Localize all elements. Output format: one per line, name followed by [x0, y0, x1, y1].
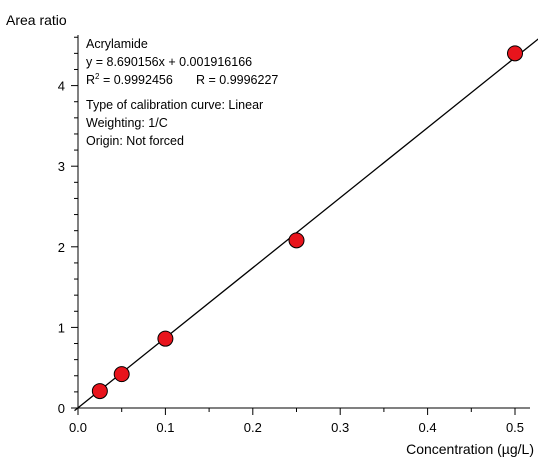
- x-tick-label: 0.0: [69, 420, 87, 435]
- calibration-annotation: Acrylamide y = 8.690156x + 0.001916166 R…: [86, 37, 278, 148]
- x-tick-label: 0.2: [244, 420, 262, 435]
- x-tick-label: 0.5: [506, 420, 524, 435]
- y-axis-title: Area ratio: [6, 12, 67, 28]
- regression-line: [74, 38, 538, 412]
- y-tick-label: 0: [58, 401, 65, 416]
- x-tick-label: 0.4: [419, 420, 437, 435]
- x-tick-label: 0.3: [331, 420, 349, 435]
- r-squared-superscript: 2: [95, 72, 100, 81]
- origin: Origin: Not forced: [86, 134, 184, 148]
- r-squared-symbol: R: [86, 73, 95, 87]
- data-point: [91, 383, 108, 400]
- data-point: [288, 232, 305, 249]
- y-tick-label: 4: [58, 79, 65, 94]
- compound-name: Acrylamide: [86, 37, 148, 51]
- r-squared-value: = 0.9992456: [99, 73, 172, 87]
- ticks: 0 1 2 3 4 0.0 0.1 0.2 0.3 0.4 0.5: [58, 36, 524, 435]
- curve-type: Type of calibration curve: Linear: [86, 98, 263, 112]
- data-points: [91, 45, 523, 400]
- y-tick-label: 3: [58, 159, 65, 174]
- axes: [77, 35, 530, 409]
- x-tick-label: 0.1: [156, 420, 174, 435]
- y-tick-label: 2: [58, 240, 65, 255]
- data-point: [157, 330, 174, 347]
- weighting: Weighting: 1/C: [86, 116, 168, 130]
- regression-equation: y = 8.690156x + 0.001916166: [86, 55, 252, 69]
- y-tick-label: 1: [58, 320, 65, 335]
- r-squared: R2 = 0.9992456: [86, 72, 173, 87]
- r-value: R = 0.9996227: [196, 73, 278, 87]
- data-point: [507, 45, 523, 62]
- x-axis-title: Concentration (µg/L): [406, 441, 534, 457]
- data-point: [113, 366, 130, 383]
